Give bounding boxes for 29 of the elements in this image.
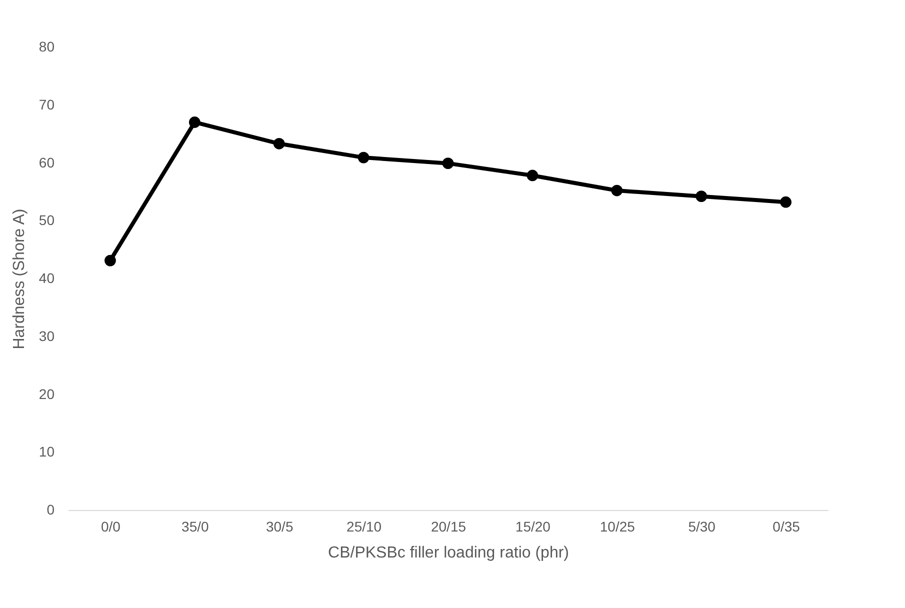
x-tick-label: 0/0 (100, 518, 121, 534)
y-tick-label: 20 (38, 386, 55, 402)
point (358, 152, 370, 164)
x-tick-label: 20/15 (430, 518, 466, 534)
point (104, 254, 116, 266)
point (526, 170, 538, 182)
x-tick-label: 35/0 (182, 518, 210, 534)
point (188, 116, 200, 128)
x-tick-label: 10/25 (600, 518, 636, 534)
x-tick-label: 15/20 (515, 518, 551, 534)
x-tick-label: 0/35 (772, 518, 800, 534)
x-axis-title: CB/PKSBc filler loading ratio (phr) (328, 544, 569, 562)
y-tick-label: 80 (38, 38, 55, 54)
y-tick-label: 70 (38, 96, 55, 112)
x-tick-label: 25/10 (346, 518, 382, 534)
x-tick-label: 30/5 (266, 518, 294, 534)
point (780, 196, 792, 208)
y-tick-label: 50 (38, 212, 55, 228)
point (696, 190, 708, 202)
x-tick-label: 5/30 (688, 518, 716, 534)
y-tick-label: 40 (38, 270, 55, 286)
point (273, 138, 285, 150)
y-tick-label: 10 (38, 444, 55, 460)
y-axis-title: Hardness (Shore A) (10, 208, 28, 350)
y-tick-label: 60 (38, 154, 55, 170)
y-tick-label: 30 (38, 328, 55, 344)
y-tick-label: 0 (46, 502, 55, 518)
point (611, 184, 623, 196)
point (442, 158, 454, 170)
